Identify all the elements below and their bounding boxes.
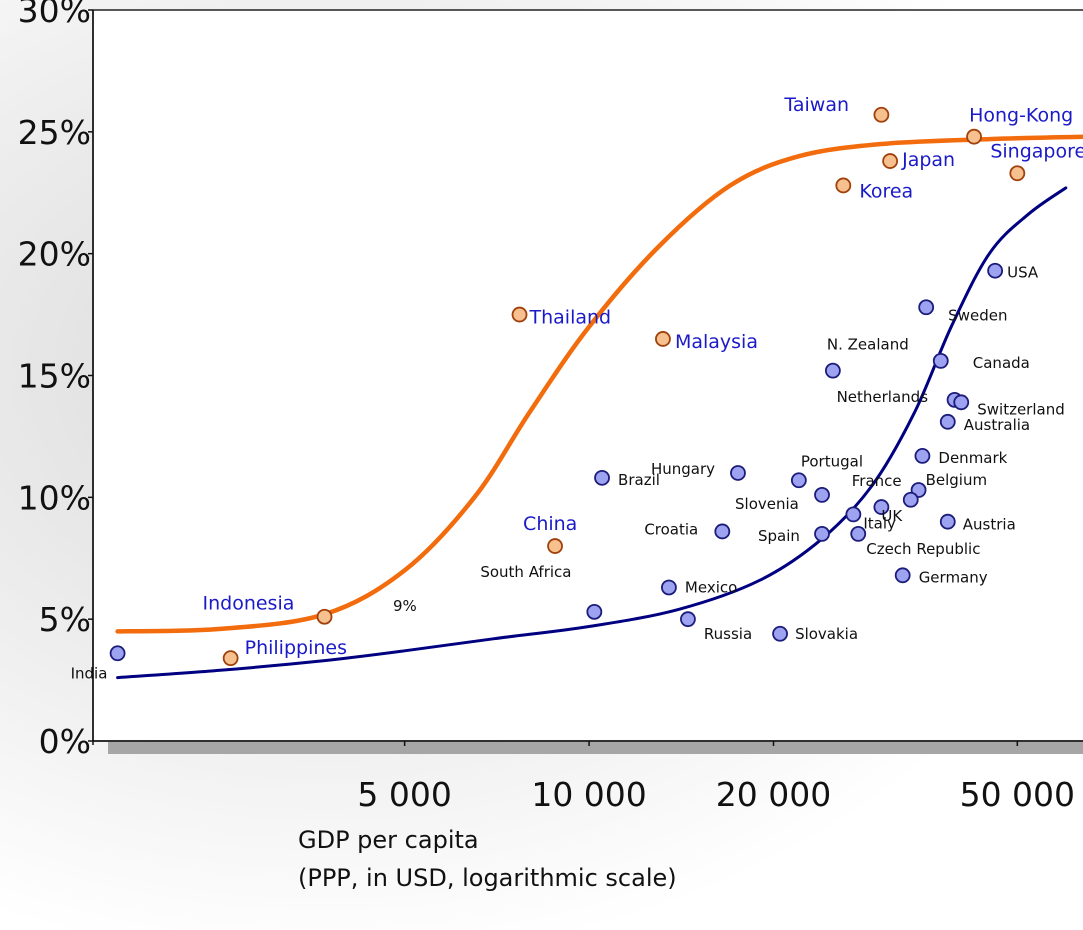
asia-point-label: China: [523, 513, 577, 535]
other-point-label: Switzerland: [977, 400, 1064, 418]
y-tick-label: 25%: [18, 113, 91, 152]
other-point-label: N. Zealand: [827, 336, 909, 354]
asia-data-point: [873, 106, 890, 123]
other-data-point: [790, 472, 807, 489]
other-data-point: [594, 469, 610, 486]
other-data-point: [953, 394, 970, 411]
asia-point-label: Malaysia: [675, 331, 758, 353]
other-data-point: [873, 499, 890, 515]
y-tick-label: 30%: [18, 0, 91, 30]
asia-data-point: [655, 331, 671, 347]
other-data-point: [939, 413, 956, 430]
other-point-label: USA: [1007, 264, 1039, 282]
other-data-point: [814, 525, 830, 542]
other-data-point: [902, 491, 919, 508]
y-tick-label: 15%: [18, 357, 91, 396]
other-point-label: Austria: [963, 516, 1016, 534]
asia-data-point: [1009, 165, 1026, 182]
other-data-point: [914, 448, 931, 464]
other-point-label: Netherlands: [837, 388, 929, 406]
asia-data-point: [222, 650, 239, 667]
other-point-label: Croatia: [644, 520, 698, 538]
other-data-point: [730, 465, 746, 481]
other-data-point: [850, 525, 867, 542]
other-trend-curve: [116, 186, 1068, 680]
data-points: [109, 106, 1026, 667]
other-point-label: Italy: [863, 514, 896, 532]
asia-data-point: [966, 128, 982, 145]
x-axis-band: [108, 742, 1083, 754]
other-data-point: [714, 523, 731, 540]
x-axis-title-line2: (PPP, in USD, logarithmic scale): [298, 864, 677, 892]
other-point-label: Hungary: [651, 460, 715, 478]
other-data-point: [918, 299, 935, 316]
point-labels: Taiwan Hong-Kong Singapore Japan Korea Thaila…: [71, 94, 1083, 683]
other-point-label: Mexico: [685, 578, 737, 596]
other-data-point: [894, 567, 911, 584]
asia-point-label: Japan: [901, 149, 955, 171]
other-point-label: Belgium: [926, 471, 988, 489]
asia-point-label: Taiwan: [783, 94, 849, 116]
other-data-point: [814, 486, 830, 503]
asia-point-label: Thailand: [529, 307, 612, 329]
other-data-point: [939, 513, 956, 530]
x-tick-label: 50 000: [960, 775, 1075, 814]
asia-data-point: [511, 306, 528, 323]
x-axis-title-line1: GDP per capita: [298, 826, 479, 854]
asia-data-point: [547, 538, 563, 554]
x-tick-label: 20 000: [716, 775, 831, 814]
asia-point-label: Singapore: [990, 140, 1083, 162]
other-point-label: Czech Republic: [866, 540, 980, 558]
other-point-label: Slovakia: [795, 625, 858, 643]
annotation-text: 9%: [393, 597, 417, 615]
x-tick-label: 5 000: [357, 775, 451, 814]
other-point-label: Canada: [973, 354, 1030, 372]
other-point-label: France: [852, 472, 902, 490]
asia-data-point: [316, 608, 333, 625]
asia-point-label: Hong-Kong: [969, 105, 1073, 127]
other-data-point: [987, 262, 1004, 279]
other-point-label: Spain: [758, 527, 800, 545]
other-point-label: Sweden: [948, 306, 1007, 324]
asia-point-label: Korea: [859, 180, 913, 202]
y-tick-label: 0%: [39, 722, 91, 761]
other-point-label: Slovenia: [735, 495, 799, 513]
y-tick-label: 10%: [18, 478, 91, 517]
other-data-point: [586, 603, 603, 620]
other-point-label: Portugal: [801, 452, 863, 470]
other-point-label: Brazil: [618, 471, 660, 489]
y-tick-label: 20%: [18, 235, 91, 274]
other-point-label: Australia: [964, 416, 1030, 434]
other-data-point: [661, 579, 677, 596]
other-point-label: India: [71, 664, 108, 682]
other-data-point: [932, 352, 949, 369]
other-data-point: [845, 506, 862, 523]
axes: 0% 5% 10% 15% 20% 25% 30% 5 000 10 000 20 000 50 0…: [18, 0, 1083, 814]
other-data-point: [109, 645, 126, 662]
other-point-label: Russia: [704, 625, 752, 643]
x-tick-label: 10 000: [531, 775, 646, 814]
other-point-label: South Africa: [480, 563, 571, 581]
other-data-point: [824, 362, 841, 379]
plot-area: [92, 9, 1083, 742]
asia-data-point: [835, 177, 852, 194]
asia-point-label: Indonesia: [203, 593, 295, 615]
other-point-label: Germany: [919, 568, 988, 586]
other-data-point: [772, 625, 788, 642]
other-point-label: Denmark: [938, 449, 1007, 467]
asia-point-label: Philippines: [245, 637, 347, 659]
y-tick-label: 5%: [39, 600, 91, 639]
other-point-label: UK: [881, 507, 903, 525]
other-data-point: [680, 611, 696, 628]
asia-data-point: [882, 153, 899, 169]
